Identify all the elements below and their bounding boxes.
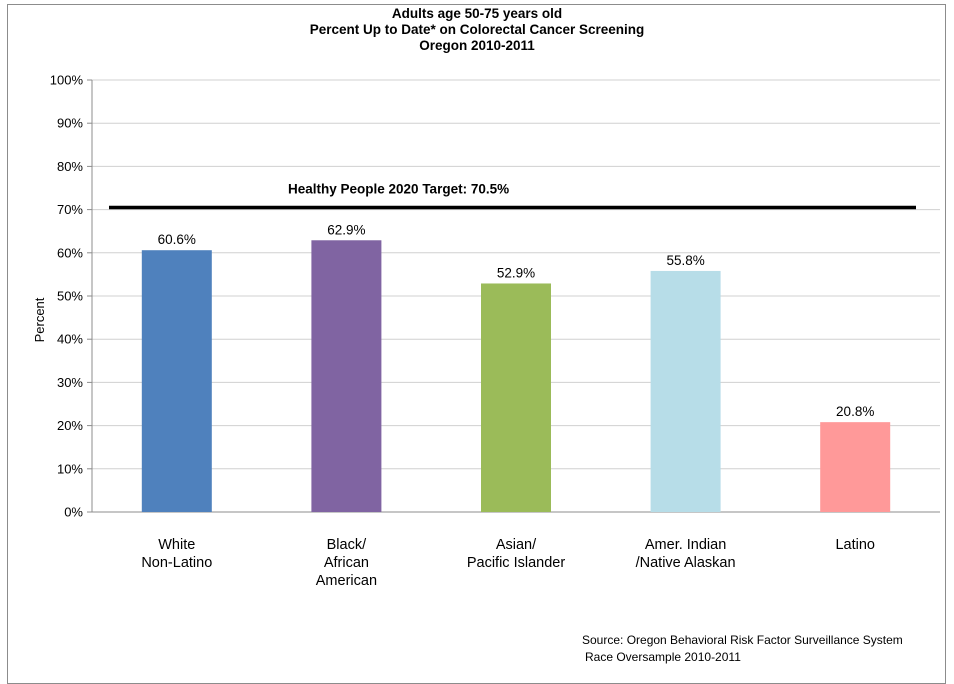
y-tick-label: 70% xyxy=(57,202,83,217)
bar-value-label: 62.9% xyxy=(327,222,365,237)
target-label: Healthy People 2020 Target: 70.5% xyxy=(288,181,509,196)
x-tick-label: Latino xyxy=(835,537,875,553)
x-tick-label: Black/ xyxy=(327,537,367,553)
x-tick-label: Non-Latino xyxy=(141,555,212,571)
x-tick-label: /Native Alaskan xyxy=(636,555,736,571)
bar xyxy=(311,240,382,512)
x-tick-label: American xyxy=(316,573,377,589)
y-tick-label: 50% xyxy=(57,289,83,304)
source-line-2: Race Oversample 2010-2011 xyxy=(585,650,741,664)
x-tick-label: Amer. Indian xyxy=(645,537,726,553)
bar-value-label: 20.8% xyxy=(836,404,874,419)
y-tick-label: 60% xyxy=(57,245,83,260)
bar xyxy=(820,422,891,512)
bar-value-label: 60.6% xyxy=(158,232,196,247)
bar xyxy=(650,270,721,512)
chart-title-line-3: Oregon 2010-2011 xyxy=(419,38,535,53)
y-tick-label: 0% xyxy=(64,505,83,520)
bar-value-label: 52.9% xyxy=(497,265,535,280)
bar-value-label: 55.8% xyxy=(666,253,704,268)
y-tick-label: 30% xyxy=(57,375,83,390)
chart-title-line-1: Adults age 50-75 years old xyxy=(391,6,563,21)
y-tick-label: 10% xyxy=(57,461,83,476)
chart-title-line-2: Percent Up to Date* on Colorectal Cancer… xyxy=(309,22,645,37)
y-tick-label: 20% xyxy=(57,418,83,433)
x-tick-label: African xyxy=(324,555,369,571)
chart-title: Adults age 50-75 years old Percent Up to… xyxy=(0,6,954,54)
x-tick-label: Asian/ xyxy=(496,537,537,553)
y-tick-label: 80% xyxy=(57,159,83,174)
source-line-1: Source: Oregon Behavioral Risk Factor Su… xyxy=(582,633,903,647)
source-note: Source: Oregon Behavioral Risk Factor Su… xyxy=(582,632,903,666)
y-tick-label: 40% xyxy=(57,332,83,347)
y-axis-label: Percent xyxy=(32,297,47,342)
x-tick-label: Pacific Islander xyxy=(467,555,565,571)
x-tick-label: White xyxy=(158,537,195,553)
y-tick-label: 90% xyxy=(57,116,83,131)
bar xyxy=(141,250,212,512)
bar xyxy=(481,283,551,512)
y-tick-label: 100% xyxy=(50,73,84,88)
